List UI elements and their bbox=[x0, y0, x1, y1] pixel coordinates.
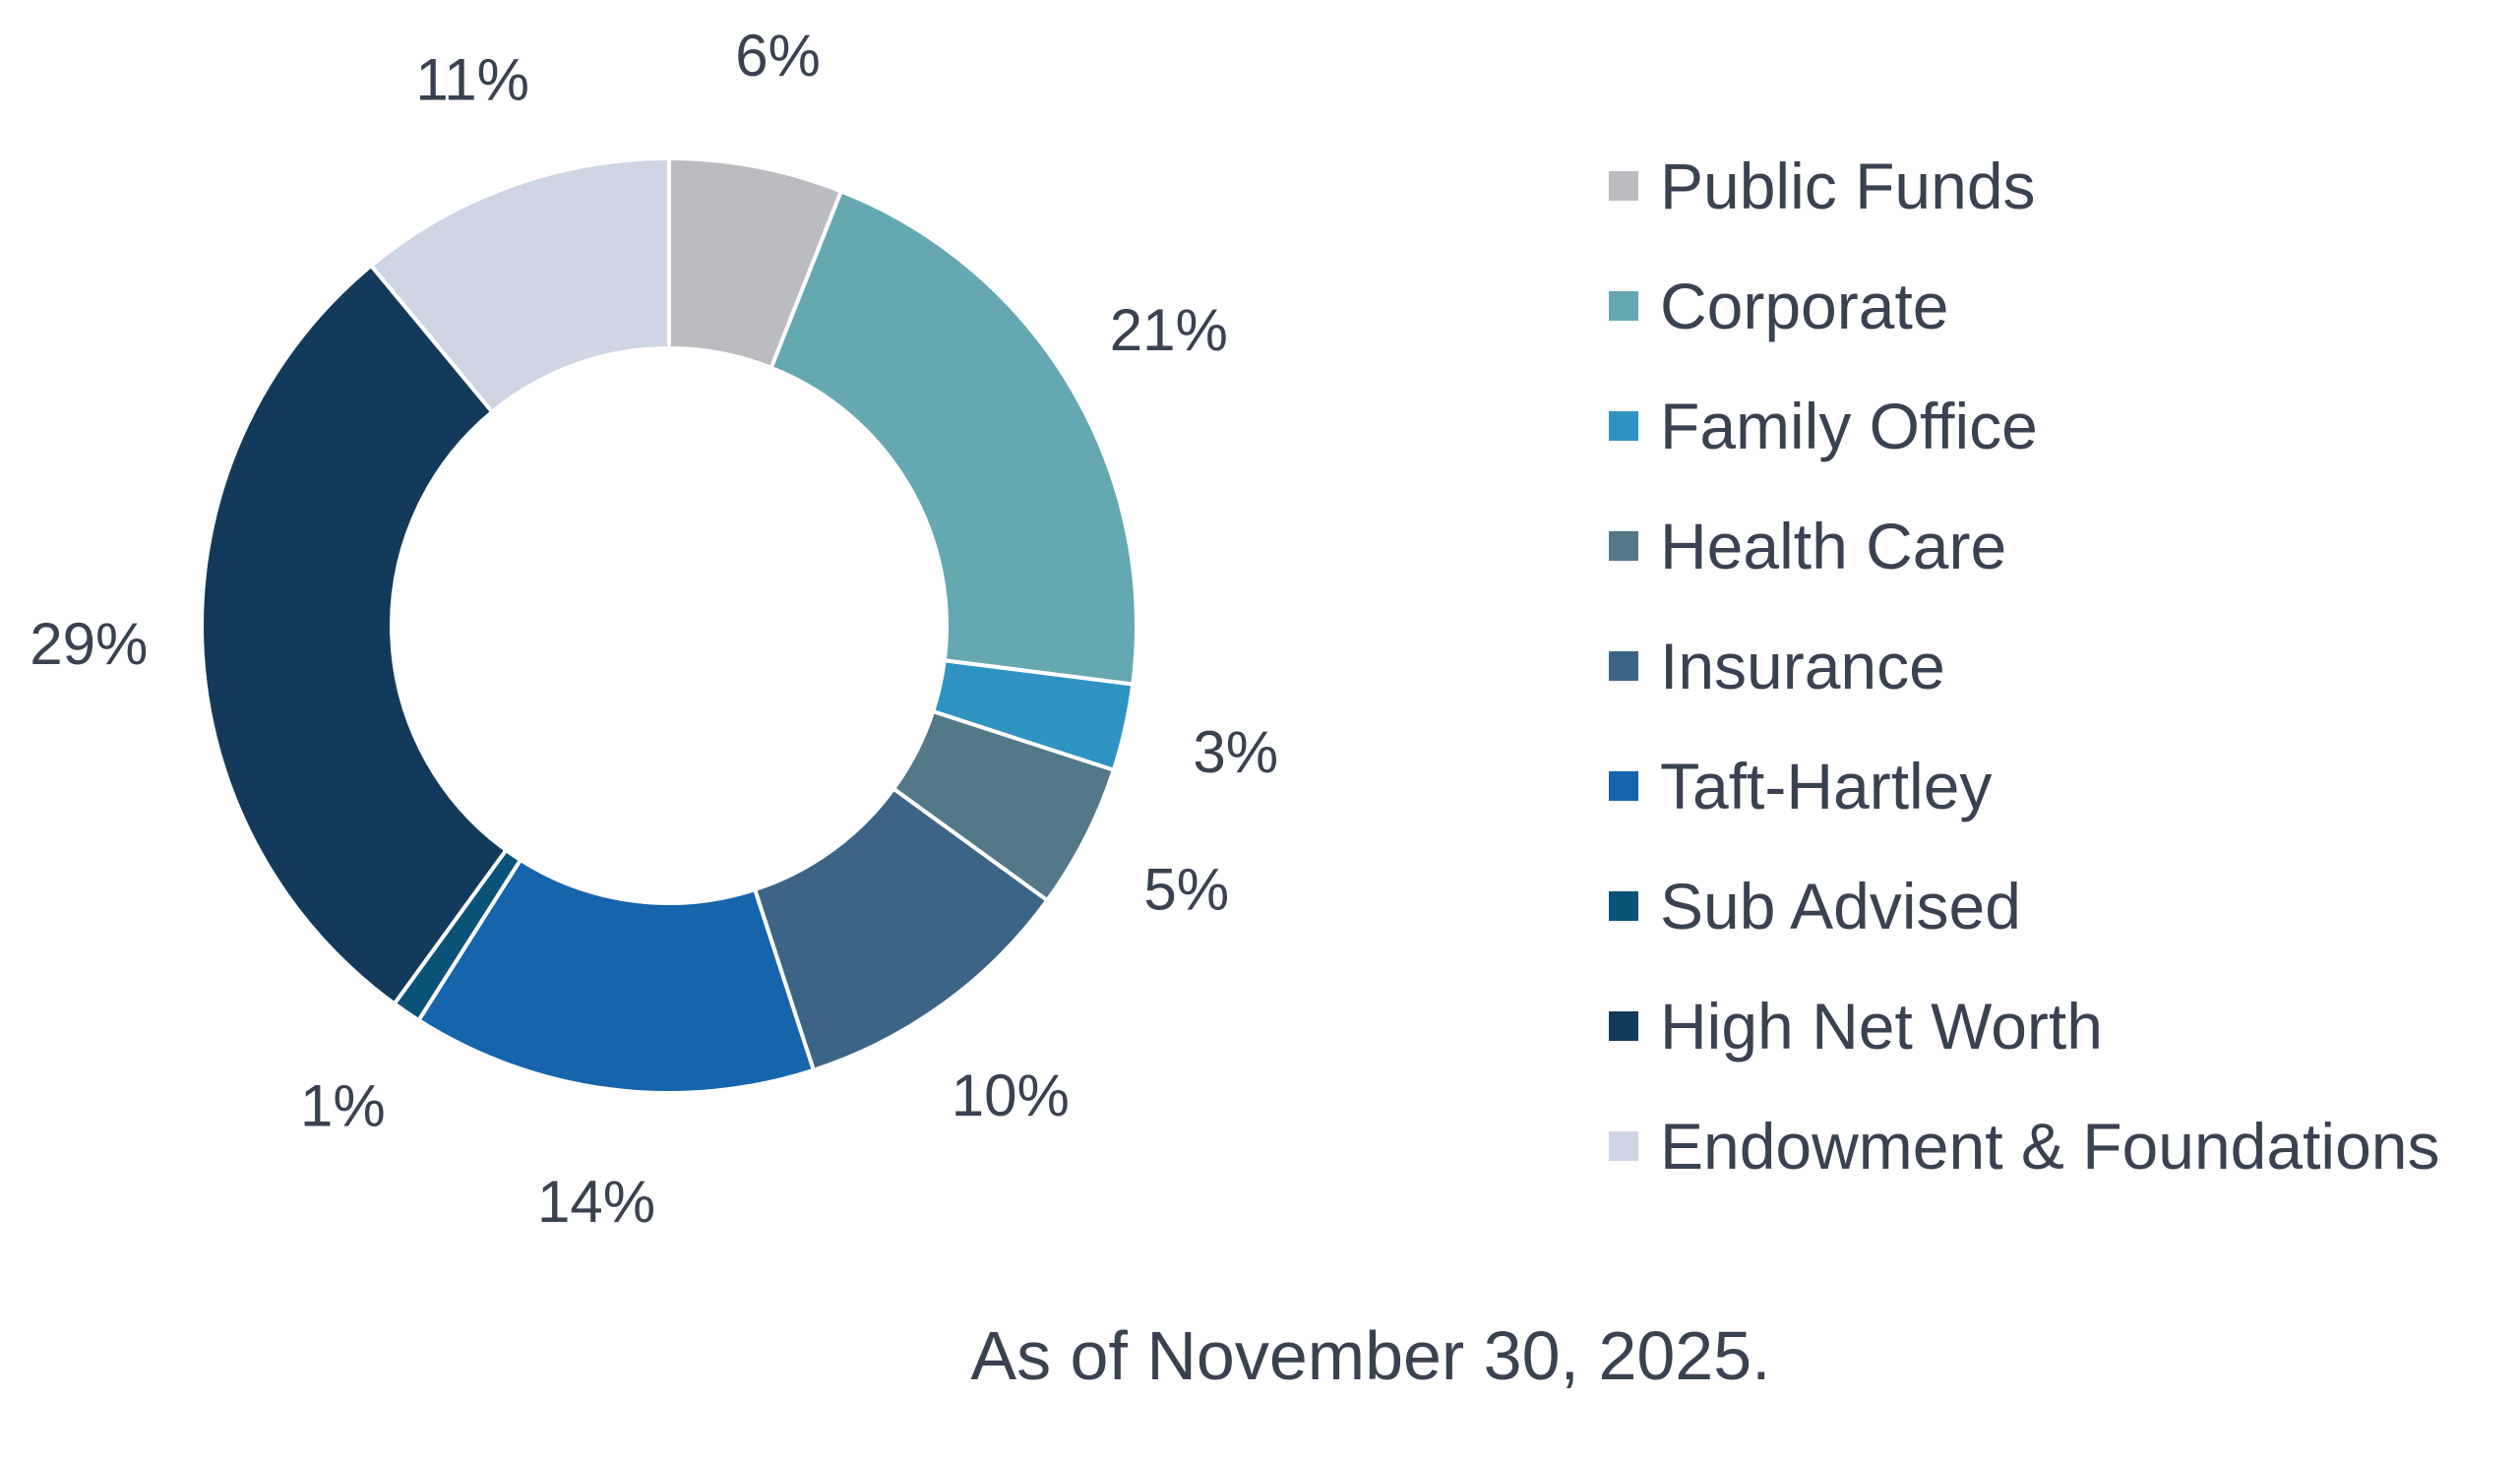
donut-slices bbox=[200, 155, 1138, 1095]
legend-swatch bbox=[1609, 771, 1638, 801]
slice-label-health-care: 5% bbox=[1143, 856, 1229, 922]
legend-label: Public Funds bbox=[1660, 150, 2036, 222]
legend-swatch bbox=[1609, 891, 1638, 921]
slice-label-sub-advised: 1% bbox=[300, 1072, 386, 1138]
legend-item-sub-advised: Sub Advised bbox=[1609, 846, 2439, 966]
legend-item-public-funds: Public Funds bbox=[1609, 126, 2439, 246]
legend-label: High Net Worth bbox=[1660, 990, 2103, 1063]
legend-swatch bbox=[1609, 291, 1638, 321]
legend-label: Taft-Hartley bbox=[1660, 750, 1993, 822]
legend-label: Insurance bbox=[1660, 630, 1945, 702]
slice-label-corporate: 21% bbox=[1110, 297, 1228, 363]
legend-label: Endowment & Foundations bbox=[1660, 1110, 2440, 1183]
legend-item-taft-hartley: Taft-Hartley bbox=[1609, 726, 2439, 846]
as-of-date-note: As of November 30, 2025. bbox=[970, 1317, 1771, 1394]
legend-swatch bbox=[1609, 531, 1638, 561]
slice-label-taft-hartley: 14% bbox=[537, 1169, 655, 1235]
legend-label: Family Office bbox=[1660, 390, 2038, 462]
legend-swatch bbox=[1609, 1011, 1638, 1041]
slice-label-high-net-worth: 29% bbox=[30, 611, 148, 677]
chart-legend: Public Funds Corporate Family Office Health… bbox=[1609, 126, 2439, 1206]
legend-label: Sub Advised bbox=[1660, 870, 2021, 942]
slice-label-insurance: 10% bbox=[952, 1063, 1070, 1128]
legend-swatch bbox=[1609, 411, 1638, 441]
legend-label: Corporate bbox=[1660, 270, 1949, 342]
slice-labels: 6% 21% 3% 5% 10% 14% 1% 29% 11% bbox=[30, 23, 1278, 1235]
slice-high-net-worth bbox=[200, 263, 510, 1007]
legend-item-corporate: Corporate bbox=[1609, 246, 2439, 366]
legend-item-family-office: Family Office bbox=[1609, 366, 2439, 486]
slice-taft-hartley bbox=[415, 857, 817, 1095]
slice-label-public-funds: 6% bbox=[735, 23, 821, 89]
legend-item-health-care: Health Care bbox=[1609, 486, 2439, 606]
slice-corporate bbox=[768, 188, 1138, 687]
legend-item-high-net-worth: High Net Worth bbox=[1609, 966, 2439, 1086]
slice-label-family-office: 3% bbox=[1193, 719, 1278, 785]
legend-label: Health Care bbox=[1660, 510, 2007, 582]
legend-swatch bbox=[1609, 1131, 1638, 1161]
slice-label-endowment-and-foundations: 11% bbox=[415, 46, 529, 112]
legend-swatch bbox=[1609, 171, 1638, 201]
legend-item-insurance: Insurance bbox=[1609, 606, 2439, 726]
slice-endowment-and-foundations bbox=[368, 155, 671, 415]
legend-item-endowment-and-foundations: Endowment & Foundations bbox=[1609, 1086, 2439, 1206]
legend-swatch bbox=[1609, 651, 1638, 681]
